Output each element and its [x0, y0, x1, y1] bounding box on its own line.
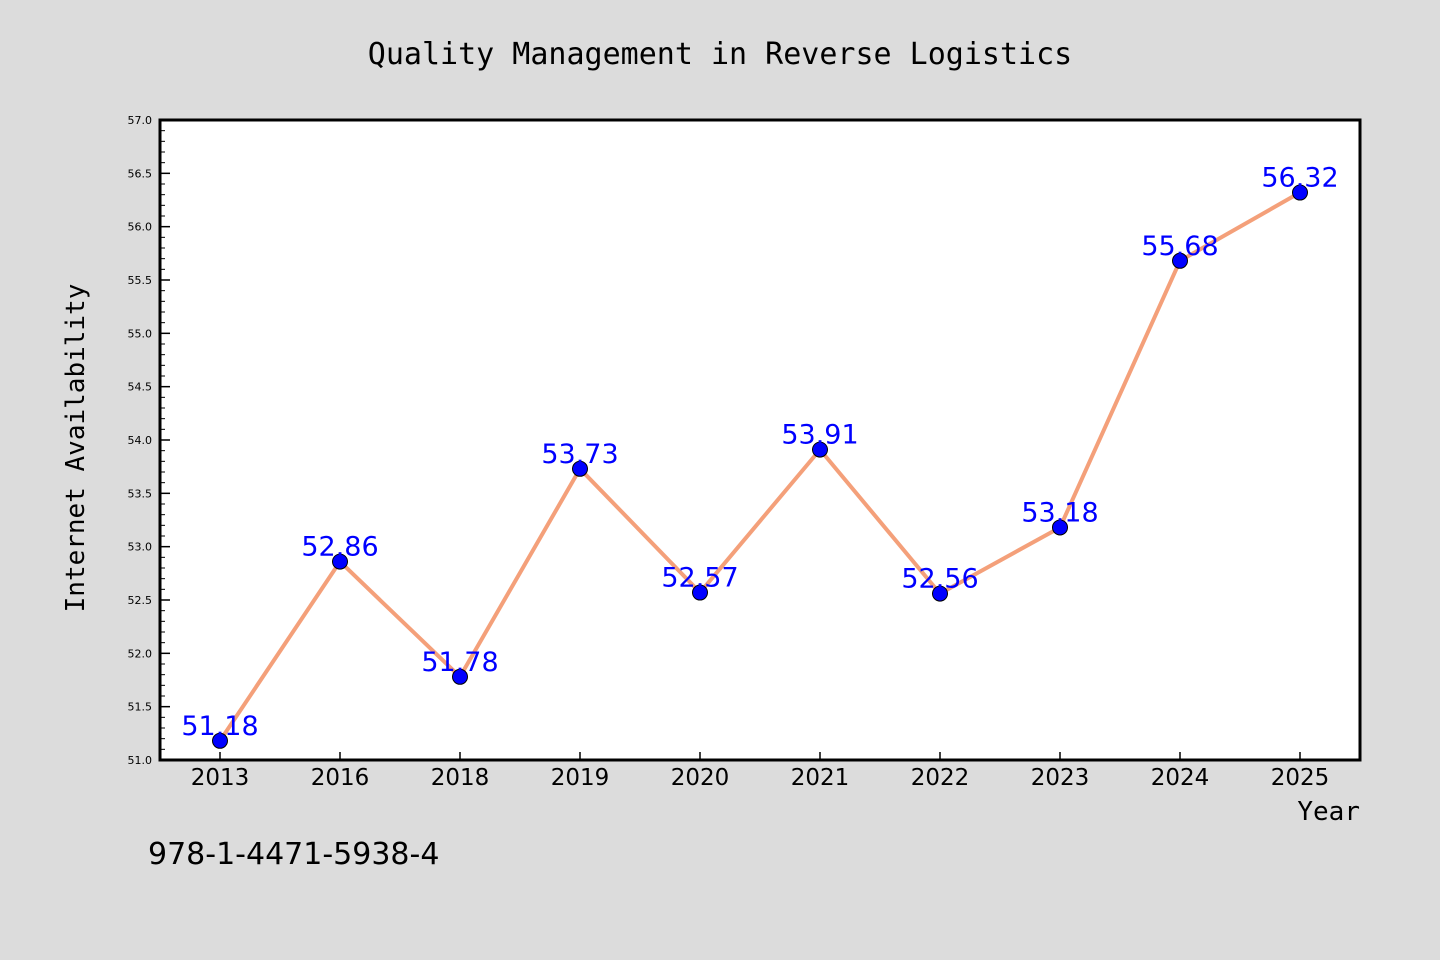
y-tick-label: 52.5: [128, 594, 153, 607]
data-label: 52.56: [901, 564, 978, 595]
y-tick-label: 56.0: [128, 221, 153, 234]
data-label: 52.57: [661, 563, 738, 594]
x-tick-label: 2013: [191, 765, 250, 791]
data-point: [212, 732, 228, 749]
data-label: 51.18: [181, 711, 258, 742]
y-axis-label: Internet Availability: [61, 284, 91, 613]
data-label: 51.78: [421, 647, 498, 678]
data-label: 52.86: [301, 532, 378, 563]
data-label: 55.68: [1141, 231, 1218, 262]
x-tick-label: 2021: [791, 765, 850, 791]
data-label: 56.32: [1261, 163, 1338, 194]
x-tick-label: 2025: [1271, 765, 1330, 791]
plot-frame: [158, 118, 1362, 762]
x-tick-label: 2023: [1031, 765, 1090, 791]
data-point: [1052, 519, 1068, 536]
plot-area: [160, 120, 1360, 760]
y-tick-label: 52.0: [128, 647, 153, 660]
data-point: [452, 668, 468, 685]
x-tick-label: 2018: [431, 765, 490, 791]
x-tick-label: 2016: [311, 765, 370, 791]
data-point: [812, 441, 828, 458]
y-tick-label: 56.5: [128, 167, 153, 180]
series-line: [218, 190, 1302, 743]
y-tick-label: 51.5: [128, 701, 153, 714]
data-point: [332, 553, 348, 570]
data-labels: 51.18 52.86 51.78 53.73 52.57 53.91 52.56 53.18…: [181, 163, 1338, 742]
data-point: [692, 584, 708, 601]
data-point: [572, 460, 588, 477]
data-point: [1172, 252, 1188, 269]
x-tick-label: 2020: [671, 765, 730, 791]
data-point: [1292, 184, 1308, 201]
y-axis-ticks: 51.0 51.5 52.0 52.5 53.0 53.5 54.0 54.5 55.0 55.5…: [128, 114, 170, 767]
chart-title: Quality Management in Reverse Logistics: [368, 37, 1072, 72]
x-tick-label: 2024: [1151, 765, 1210, 791]
y-tick-label: 57.0: [128, 114, 153, 127]
y-tick-label: 55.5: [128, 274, 153, 287]
y-tick-label: 53.0: [128, 541, 153, 554]
data-point: [932, 585, 948, 602]
x-axis-ticks: 2013 2016 2018 2019 2020 2021 2022 2023 2024 2025: [191, 752, 1330, 791]
y-tick-label: 55.0: [128, 327, 153, 340]
y-tick-label: 53.5: [128, 487, 153, 500]
x-axis-label: Year: [1297, 797, 1360, 827]
y-tick-label: 51.0: [128, 754, 153, 767]
data-label: 53.73: [541, 439, 618, 470]
data-label: 53.91: [781, 420, 858, 451]
y-tick-label: 54.0: [128, 434, 153, 447]
x-tick-label: 2022: [911, 765, 970, 791]
data-label: 53.18: [1021, 497, 1098, 528]
isbn-annotation: 978-1-4471-5938-4: [148, 837, 439, 872]
x-tick-label: 2019: [551, 765, 610, 791]
series-1: [212, 184, 1308, 749]
y-tick-label: 54.5: [128, 381, 153, 394]
